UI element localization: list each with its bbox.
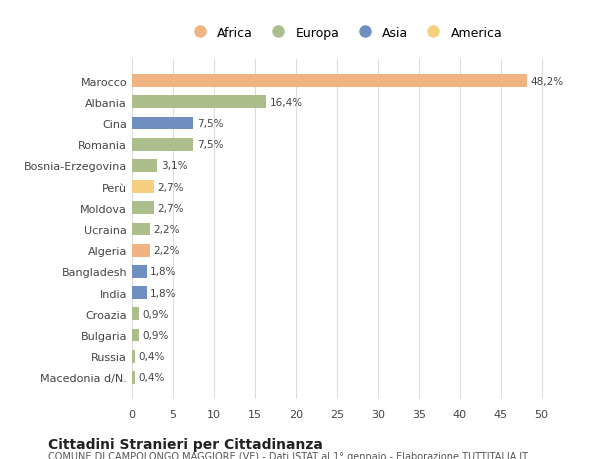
Bar [132, 329, 139, 341]
Text: 3,1%: 3,1% [161, 161, 187, 171]
Text: 2,2%: 2,2% [154, 246, 180, 256]
Bar [132, 371, 135, 384]
Bar [132, 96, 266, 109]
Bar [132, 286, 147, 299]
Text: 0,4%: 0,4% [139, 352, 165, 361]
Bar [132, 202, 154, 215]
Text: 1,8%: 1,8% [150, 267, 176, 277]
Text: 16,4%: 16,4% [269, 98, 303, 107]
Text: 0,4%: 0,4% [139, 373, 165, 382]
Bar [132, 223, 150, 236]
Text: 2,7%: 2,7% [157, 182, 184, 192]
Text: 2,2%: 2,2% [154, 224, 180, 235]
Text: 1,8%: 1,8% [150, 288, 176, 298]
Bar [132, 308, 139, 320]
Bar [132, 160, 157, 173]
Text: 0,9%: 0,9% [143, 330, 169, 340]
Bar [132, 265, 147, 278]
Bar [132, 139, 193, 151]
Text: 7,5%: 7,5% [197, 140, 223, 150]
Bar [132, 181, 154, 194]
Bar [132, 244, 150, 257]
Text: Cittadini Stranieri per Cittadinanza: Cittadini Stranieri per Cittadinanza [48, 437, 323, 451]
Text: COMUNE DI CAMPOLONGO MAGGIORE (VE) - Dati ISTAT al 1° gennaio - Elaborazione TUT: COMUNE DI CAMPOLONGO MAGGIORE (VE) - Dat… [48, 451, 528, 459]
Bar [132, 118, 193, 130]
Text: 48,2%: 48,2% [530, 77, 563, 86]
Legend: Africa, Europa, Asia, America: Africa, Europa, Asia, America [182, 22, 508, 45]
Text: 2,7%: 2,7% [157, 203, 184, 213]
Bar [132, 350, 135, 363]
Text: 7,5%: 7,5% [197, 119, 223, 129]
Bar [132, 75, 527, 88]
Text: 0,9%: 0,9% [143, 309, 169, 319]
